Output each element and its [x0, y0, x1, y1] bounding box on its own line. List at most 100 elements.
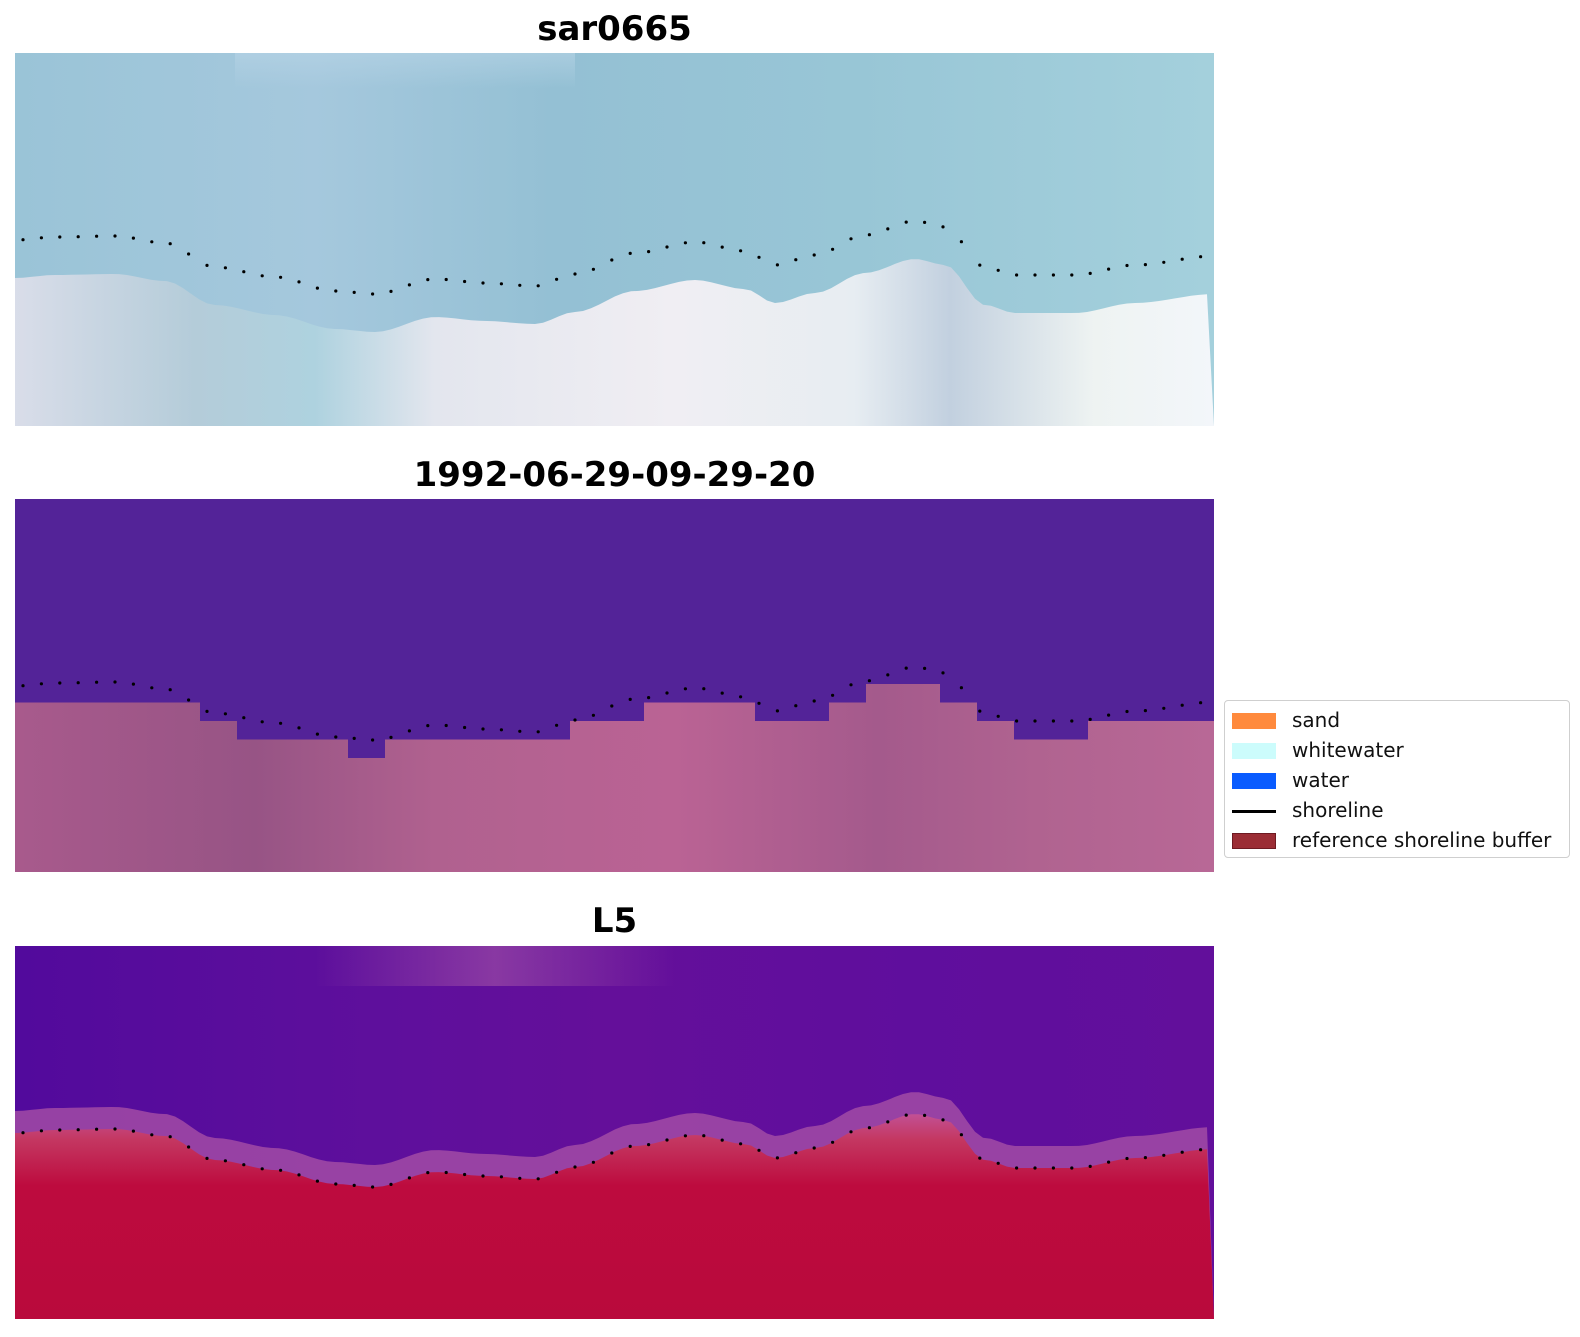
shoreline-dot: [1015, 1166, 1019, 1170]
shoreline-dots: [21, 1113, 1203, 1189]
shoreline-dot: [260, 720, 264, 724]
shoreline-dot: [923, 1113, 927, 1117]
shoreline-dot: [223, 266, 227, 270]
shoreline-dot: [58, 681, 62, 685]
shoreline-dot: [58, 235, 62, 239]
shoreline-dot: [95, 1127, 99, 1131]
shoreline-dot: [444, 1170, 448, 1175]
shoreline-dot: [904, 220, 908, 224]
shoreline-dot: [941, 1118, 945, 1122]
shoreline-dot: [352, 290, 356, 294]
shoreline-dot: [463, 1172, 467, 1177]
shoreline-dot: [518, 1176, 522, 1180]
shoreline-dot: [923, 666, 927, 670]
shoreline-dot: [867, 679, 872, 683]
shoreline-dot: [21, 1131, 25, 1135]
shoreline-dot: [555, 277, 559, 281]
shoreline-dot: [242, 1163, 246, 1167]
shoreline-dot: [131, 682, 135, 686]
shoreline-dot: [886, 227, 890, 231]
shoreline-dot: [702, 687, 706, 691]
shoreline-dot: [647, 250, 651, 254]
shoreline-dot: [1162, 706, 1166, 710]
shoreline-dot: [720, 1138, 724, 1142]
shoreline-dot: [959, 240, 964, 244]
shoreline-dot: [1015, 273, 1019, 277]
shoreline-dot: [95, 680, 99, 684]
shoreline-dot: [1107, 713, 1111, 717]
shoreline-dot: [499, 1175, 503, 1179]
shoreline-dot: [131, 236, 135, 240]
shoreline-dot: [739, 249, 743, 253]
shoreline-dot: [683, 241, 688, 245]
shoreline-dot: [279, 721, 283, 725]
shoreline-dot: [628, 251, 632, 255]
shoreline-dot: [463, 279, 467, 284]
shoreline-dot: [904, 1113, 908, 1117]
shoreline-dot: [757, 255, 761, 259]
shoreline-dot: [996, 714, 1000, 718]
legend-item-shoreline: shoreline: [1225, 794, 1569, 824]
shoreline-dot: [499, 282, 503, 286]
shoreline-dot: [555, 1170, 559, 1174]
shoreline-dot: [352, 736, 356, 740]
shoreline-dot: [1162, 1153, 1166, 1157]
shoreline-dot: [959, 1133, 964, 1137]
shoreline-dot: [794, 1151, 798, 1155]
shoreline-dot: [95, 234, 99, 238]
shoreline-dot: [996, 1161, 1000, 1165]
shoreline-dot: [610, 1151, 614, 1155]
shoreline-dot: [39, 1129, 43, 1133]
shoreline-dot: [21, 684, 25, 688]
shoreline-dot: [76, 681, 80, 685]
rgb-image-panel: [15, 53, 1214, 426]
shoreline-dot: [1088, 717, 1092, 721]
shoreline-dot: [481, 1174, 485, 1178]
shoreline-dot: [113, 680, 117, 684]
shoreline-dot: [371, 1185, 375, 1189]
shoreline-dot: [775, 263, 780, 267]
shoreline-dot: [757, 701, 761, 705]
shoreline-dot: [352, 1183, 356, 1187]
shoreline-dot: [536, 284, 540, 288]
shoreline-dot: [1143, 263, 1147, 267]
shoreline-dot: [757, 1148, 761, 1152]
shoreline-dot: [739, 695, 743, 699]
shoreline-dot: [867, 233, 872, 237]
shoreline-dot: [389, 289, 393, 293]
shoreline-dot: [187, 698, 191, 702]
shoreline-dot: [205, 709, 209, 713]
shoreline-dot: [39, 236, 43, 240]
legend-item-water: water: [1225, 764, 1569, 794]
shoreline-dot: [113, 234, 117, 238]
shoreline-dot: [1051, 719, 1055, 723]
shoreline-dot: [1088, 271, 1092, 275]
shoreline-dot: [904, 666, 908, 670]
shoreline-dot: [150, 1133, 154, 1137]
shoreline-dot: [76, 235, 80, 239]
shoreline-dot: [1070, 719, 1074, 723]
shoreline-dot: [665, 691, 669, 695]
shoreline-dot: [536, 1177, 540, 1181]
shoreline-dot: [775, 1156, 780, 1160]
shoreline-dot: [168, 242, 172, 246]
legend-label: water: [1292, 768, 1349, 792]
shoreline-dot: [1199, 701, 1203, 705]
shoreline-dot: [702, 1134, 706, 1138]
shoreline-dot: [518, 283, 522, 287]
shoreline-dot: [315, 732, 319, 736]
legend-swatch-whitewater: [1232, 743, 1276, 759]
legend: sand whitewater water shoreline referenc…: [1224, 700, 1570, 858]
shoreline-dot: [426, 278, 430, 282]
shoreline-dot: [812, 1146, 816, 1150]
legend-swatch-sand: [1232, 713, 1276, 729]
shoreline-dot: [647, 696, 651, 700]
shoreline-dot: [131, 1129, 135, 1133]
shoreline-dot: [702, 241, 706, 245]
shoreline-dot: [573, 272, 577, 276]
legend-item-reference-shoreline-buffer: reference shoreline buffer: [1225, 824, 1569, 854]
shoreline-dot: [591, 267, 596, 271]
shoreline-dot: [775, 709, 780, 713]
shoreline-dot: [959, 686, 964, 690]
shoreline-dot: [1070, 273, 1074, 277]
